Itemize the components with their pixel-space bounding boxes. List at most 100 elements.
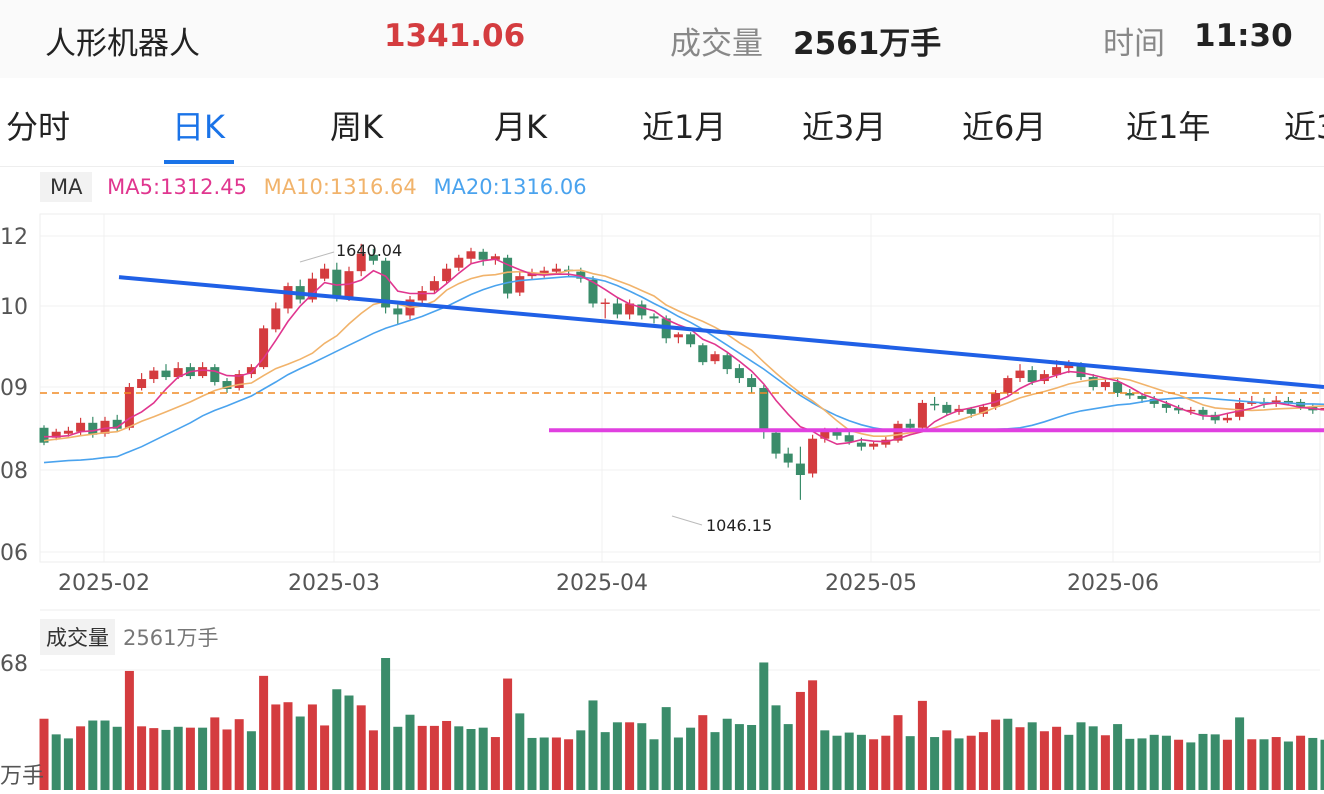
- x-tick-label: 2025-06: [1067, 571, 1159, 596]
- volume-bar: [1137, 738, 1147, 790]
- candle-body: [576, 271, 586, 279]
- period-tabs: 分时 日K 周K 月K 近1月 近3月 近6月 近1年 近3: [0, 78, 1324, 167]
- tab-week-k[interactable]: 周K: [330, 108, 383, 146]
- volume-bar: [942, 730, 952, 790]
- volume-bar: [381, 658, 391, 790]
- volume-bar: [844, 732, 854, 790]
- volume-bar: [161, 729, 171, 790]
- volume-bar: [149, 728, 159, 790]
- tab-fenshi[interactable]: 分时: [6, 108, 71, 146]
- volume-chip[interactable]: 成交量: [40, 619, 115, 655]
- candle-body: [625, 303, 635, 315]
- volume-bar: [88, 720, 98, 790]
- candle-body: [1198, 409, 1208, 415]
- volume-bar: [503, 678, 513, 790]
- high-annotation: 1640.04: [336, 241, 402, 260]
- volume-bar: [747, 724, 757, 790]
- candle-body: [478, 251, 488, 260]
- candle-body: [649, 316, 659, 319]
- candle-body: [259, 328, 269, 368]
- volume-bar: [393, 726, 403, 790]
- candle-body: [320, 268, 330, 279]
- candle-body: [1137, 395, 1147, 399]
- instrument-name: 人形机器人: [45, 26, 200, 62]
- tab-1-year[interactable]: 近1年: [1126, 108, 1211, 146]
- volume-bar: [856, 734, 866, 790]
- volume-bar: [1125, 738, 1135, 790]
- candle-body: [429, 281, 439, 291]
- candle-body: [612, 303, 622, 315]
- candle-body: [734, 368, 744, 379]
- tab-3-year[interactable]: 近3: [1284, 108, 1324, 146]
- time-value: 11:30: [1194, 18, 1293, 54]
- candle-body: [1015, 370, 1025, 379]
- volume-bar: [539, 737, 549, 790]
- candle-body: [1222, 417, 1232, 421]
- volume-bar: [820, 730, 830, 790]
- candle-body: [393, 308, 403, 315]
- candle-body: [234, 374, 244, 388]
- candle-body: [1076, 364, 1086, 378]
- tab-1-month[interactable]: 近1月: [642, 108, 727, 146]
- candle-body: [417, 291, 427, 301]
- volume-bar: [759, 662, 769, 790]
- volume-bar: [1198, 733, 1208, 790]
- candle-body: [307, 278, 317, 300]
- volume-bar: [478, 727, 488, 790]
- volume-bar: [1271, 737, 1281, 790]
- candle-body: [137, 379, 147, 388]
- volume-bar: [185, 727, 195, 790]
- volume-bar: [661, 707, 671, 790]
- candle-body: [844, 435, 854, 442]
- volume-bar: [917, 700, 927, 790]
- candle-body: [1027, 370, 1037, 383]
- candle-body: [856, 442, 866, 447]
- volume-bar: [600, 732, 610, 790]
- volume-bar: [1015, 727, 1025, 790]
- candle-body: [991, 392, 1001, 407]
- candle-body: [978, 406, 988, 414]
- tab-month-k[interactable]: 月K: [494, 108, 547, 146]
- candle-body: [783, 453, 793, 463]
- candle-body: [246, 367, 256, 375]
- high-leader-line: [299, 251, 335, 263]
- volume-bar: [234, 719, 244, 790]
- volume-bar: [124, 670, 134, 790]
- candle-body: [808, 438, 818, 474]
- volume-bar: [1296, 735, 1306, 790]
- candle-body: [759, 388, 769, 432]
- tab-6-month[interactable]: 近6月: [962, 108, 1047, 146]
- candle-body: [442, 268, 452, 282]
- downtrend-line: [118, 275, 1324, 389]
- volume-bar: [1003, 718, 1013, 790]
- candle-body: [1210, 414, 1220, 421]
- volume-bar: [612, 722, 622, 790]
- candle-body: [173, 368, 183, 378]
- candle-body: [100, 420, 110, 434]
- volume-bar: [417, 725, 427, 790]
- volume-bar: [1039, 731, 1049, 790]
- candle-body: [381, 260, 391, 308]
- volume-bar: [832, 735, 842, 790]
- candle-body: [1088, 377, 1098, 388]
- candle-body: [63, 430, 73, 434]
- volume-bar: [783, 724, 793, 790]
- volume-bar: [210, 717, 220, 790]
- volume-bar: [454, 726, 464, 790]
- volume-bar: [1161, 735, 1171, 790]
- volume-bar: [198, 727, 208, 790]
- ma-chip[interactable]: MA: [40, 172, 93, 202]
- ma-legend: MA MA5:1312.45 MA10:1316.64 MA20:1316.06: [40, 172, 597, 204]
- candle-body: [1064, 364, 1074, 369]
- tab-day-k[interactable]: 日K: [172, 108, 225, 146]
- candle-body: [1247, 401, 1257, 404]
- candle-body: [51, 431, 61, 438]
- candle-body: [1113, 382, 1123, 393]
- candle-body: [930, 403, 940, 406]
- volume-bar: [734, 724, 744, 790]
- volume-bar: [356, 705, 366, 790]
- candle-body: [466, 251, 476, 259]
- volume-bar: [576, 730, 586, 790]
- tab-3-month[interactable]: 近3月: [802, 108, 887, 146]
